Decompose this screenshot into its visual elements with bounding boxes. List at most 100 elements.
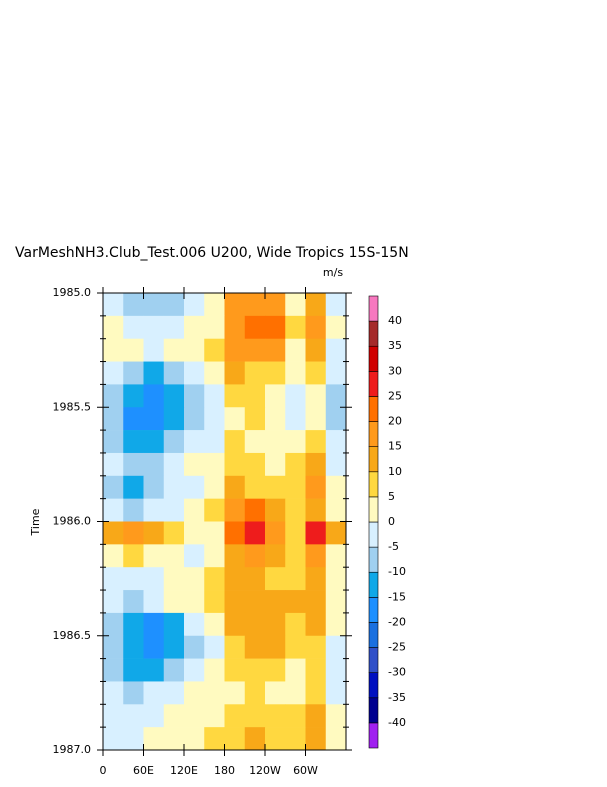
heat-cell	[305, 361, 327, 385]
heat-cell	[163, 293, 185, 317]
heat-cell	[123, 681, 144, 705]
heat-cell	[305, 590, 327, 614]
heat-cell	[163, 430, 185, 454]
x-tick-label: 0	[100, 764, 107, 777]
colorbar-box	[368, 722, 379, 749]
heat-cell	[163, 521, 185, 545]
heat-cell	[103, 361, 124, 385]
heat-cell	[204, 384, 225, 408]
heat-cell	[224, 567, 246, 591]
heat-cell	[184, 475, 205, 499]
heat-cell	[244, 658, 266, 682]
heat-cell	[143, 658, 165, 682]
colorbar-label: 15	[388, 440, 402, 453]
heat-cell	[244, 361, 266, 385]
colorbar-box	[368, 396, 379, 422]
heat-cell	[163, 544, 185, 568]
heat-cell	[123, 658, 144, 682]
colorbar-label: 30	[388, 364, 402, 377]
heat-cell	[143, 681, 165, 705]
heat-cell	[123, 498, 144, 522]
heat-cell	[265, 681, 286, 705]
colorbar-label: 25	[388, 389, 402, 402]
heat-cell	[325, 521, 347, 545]
y-tick-label: 1985.0	[53, 286, 92, 299]
heat-cell	[204, 567, 225, 591]
x-tick-label: 60W	[293, 764, 318, 777]
heat-cell	[123, 407, 144, 431]
heat-cell	[325, 498, 347, 522]
colorbar-label: -35	[388, 691, 406, 704]
heat-cell	[265, 338, 286, 362]
heat-cell	[184, 727, 205, 751]
heat-cell	[204, 658, 225, 682]
heat-cell	[265, 612, 286, 637]
heat-cell	[143, 430, 165, 454]
heat-cell	[184, 361, 205, 385]
colorbar-box	[368, 622, 379, 648]
heat-cell	[184, 338, 205, 362]
colorbar-label: -5	[388, 540, 399, 553]
heat-cell	[224, 658, 246, 682]
heat-cell	[265, 704, 286, 728]
heat-cell	[244, 521, 266, 545]
heat-cell	[305, 727, 327, 751]
heat-cell	[224, 498, 246, 522]
chart-title: VarMeshNH3.Club_Test.006 U200, Wide Trop…	[15, 245, 409, 261]
heat-cell	[224, 475, 246, 499]
heat-cell	[325, 704, 347, 728]
heat-cell	[244, 590, 266, 614]
heat-cell	[224, 430, 246, 454]
heat-cell	[224, 590, 246, 614]
heat-cell	[103, 590, 124, 614]
heat-cell	[204, 521, 225, 545]
heat-cell	[305, 315, 327, 339]
heat-cell	[143, 612, 165, 637]
y-axis-label: Time	[29, 508, 42, 536]
heat-cell	[184, 293, 205, 317]
heat-cell	[224, 293, 246, 317]
heat-cell	[184, 430, 205, 454]
heat-cell	[285, 315, 306, 339]
heat-cell	[244, 293, 266, 317]
heat-cell	[163, 407, 185, 431]
heat-cell	[163, 361, 185, 385]
heat-cell	[103, 475, 124, 499]
heat-cell	[143, 498, 165, 522]
colorbar-label: -40	[388, 716, 406, 729]
heat-cell	[184, 704, 205, 728]
heat-cell	[325, 612, 347, 637]
heat-cell	[265, 567, 286, 591]
heat-cell	[265, 293, 286, 317]
heat-cell	[285, 704, 306, 728]
heat-cell	[103, 384, 124, 408]
heat-cell	[325, 727, 347, 751]
heat-cell	[224, 635, 246, 659]
heat-cell	[103, 635, 124, 659]
heat-cell	[163, 727, 185, 751]
heat-cell	[204, 635, 225, 659]
heat-cell	[103, 681, 124, 705]
heat-cell	[265, 430, 286, 454]
heat-cell	[224, 521, 246, 545]
colorbar-label: 20	[388, 415, 402, 428]
colorbar-label: -30	[388, 666, 406, 679]
heat-cell	[204, 498, 225, 522]
heat-cell	[204, 315, 225, 339]
y-tick-label: 1986.5	[53, 629, 92, 642]
colorbar-box	[368, 521, 379, 548]
heat-cell	[244, 384, 266, 408]
heat-cell	[325, 338, 347, 362]
heat-cell	[103, 544, 124, 568]
heat-cell	[184, 452, 205, 477]
colorbar-box	[368, 672, 379, 699]
heat-cell	[305, 544, 327, 568]
heat-cell	[143, 475, 165, 499]
heat-cell	[244, 407, 266, 431]
heat-cell	[103, 658, 124, 682]
heat-cell	[305, 452, 327, 477]
heat-cell	[265, 315, 286, 339]
heat-cell	[325, 590, 347, 614]
heat-cell	[204, 338, 225, 362]
colorbar-box	[368, 597, 379, 623]
